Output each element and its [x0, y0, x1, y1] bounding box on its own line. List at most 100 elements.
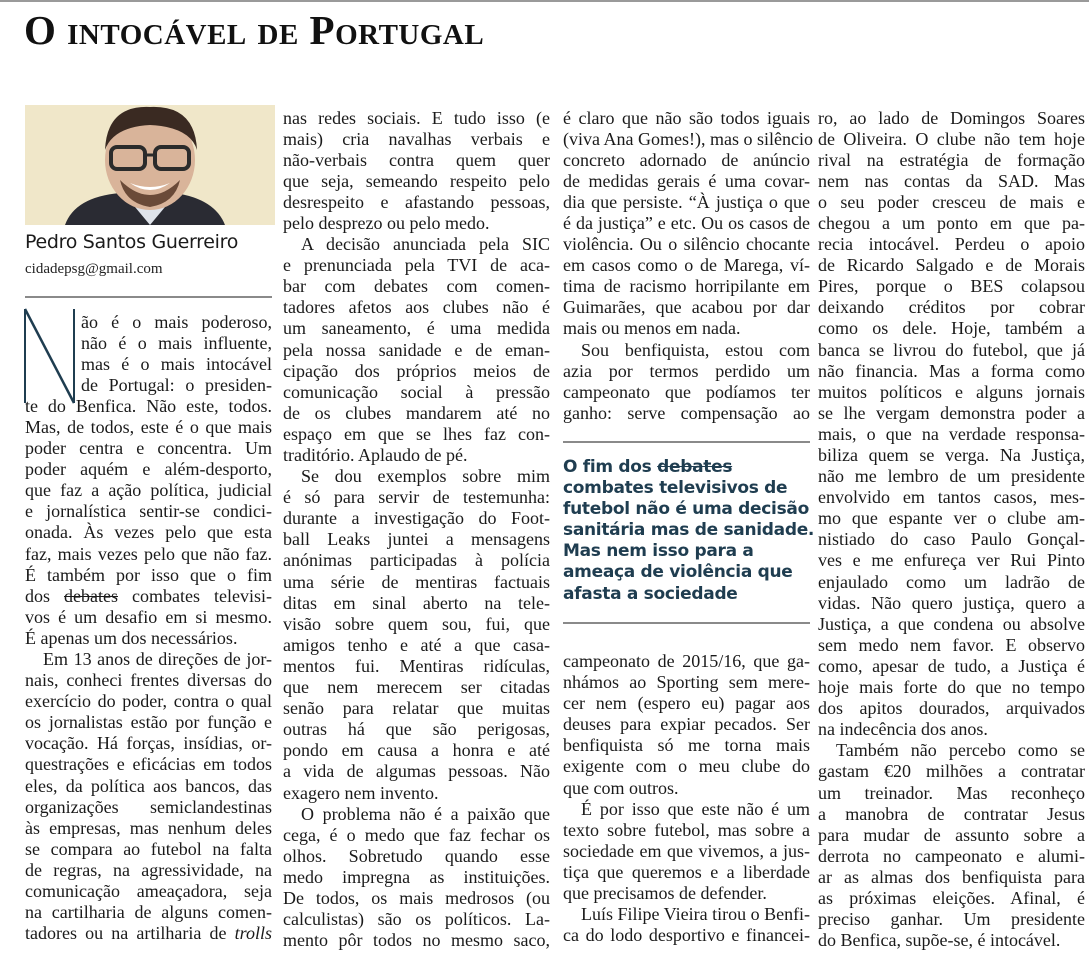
column-2: nas redes sociais. E tudo isso (e mais) c… [283, 108, 550, 952]
paragraph: É por isso que este não é um texto sobre … [563, 799, 810, 904]
text-line: futebol não é uma decisão [563, 499, 809, 520]
text-line: não financia. Mas a forma como [818, 360, 1085, 381]
text-line: para mudar de assunto sobre a [818, 824, 1085, 845]
paragraph: O problema não é a paixão que cega, é o m… [283, 804, 550, 952]
text-line: benfiquista só me torna mais [563, 735, 810, 756]
text-line: nhámos ao Sporting sem mere- [563, 672, 810, 693]
text-line: A decisão anunciada pela SIC [301, 234, 550, 255]
text-line: dos apitos dourados, arquivados [818, 698, 1085, 719]
text-line: eles, da política aos bancos, das [25, 775, 272, 796]
text-line: espaço em que se lhes faz con- [283, 423, 550, 444]
text-line: azia por termos perdido um [563, 360, 810, 381]
text-line: medo impregna as instituições. [283, 866, 550, 887]
text-line: campeonato de 2015/16, que ga- [563, 651, 810, 671]
text-line: (viva Ana Gomes!), mas o silêncio [563, 128, 813, 149]
text-line: envolvido em tantos casos, mes- [818, 487, 1085, 508]
paragraph: ão é o mais poderoso, não é o mais influe… [25, 312, 272, 650]
text-line: muitos políticos e alguns jornais [818, 381, 1085, 402]
pull-quote: O fim dos debates combates televisivos de… [563, 457, 814, 605]
text-line: na indecência dos anos. [818, 719, 988, 740]
text-line: que faz a ação política, judicial [25, 480, 272, 501]
text-line: O problema não é a paixão que [301, 803, 550, 824]
text-line: faz, mais vezes pelo que não faz. [25, 543, 272, 564]
text-line: exagero nem invento. [283, 782, 439, 803]
text-line: É por isso que este não é um [581, 798, 810, 819]
text-line: na cartilharia de alguns comen- [25, 902, 272, 923]
text-line: te do Benfica. Não este, todos. [25, 395, 272, 416]
text-line: Se dou exemplos sobre mim [301, 466, 550, 487]
text-segment: tadores ou na artilharia de [25, 923, 235, 944]
paragraph: Sou benfiquista, estou com azia por termo… [563, 340, 810, 424]
text-line: tiça que queremos e a liberdade [563, 861, 810, 882]
text-line: nem nas contas da SAD. Mas [818, 170, 1085, 191]
text-line: gastam €20 milhões a contratar [818, 761, 1085, 782]
drop-cap: N [22, 305, 78, 405]
text-line: visão sobre quem sou, fui, que [283, 613, 550, 634]
text-line: nas redes sociais. E tudo isso (e [283, 107, 550, 128]
text-line: e jornalística sentir-se condici- [25, 501, 272, 522]
text-line: nistiado do caso Paulo Gonçal- [818, 529, 1085, 550]
paragraph: Também não percebo como se gastam €20 mil… [818, 740, 1085, 951]
text-line: ão é o mais poderoso, [81, 311, 272, 332]
text-line: exercício do poder, contra o qual [25, 691, 272, 712]
text-line: calculistas) são os políticos. La- [283, 909, 550, 930]
text-line: sem medo nem favor. E observo [818, 634, 1085, 655]
paragraph: Luís Filipe Vieira tirou o Benfi-ca do l… [563, 904, 810, 946]
text-line: dia que persiste. “À justiça o que [563, 191, 810, 212]
paragraph: campeonato de 2015/16, que ga-nhámos ao … [563, 651, 810, 799]
text-line: de Oliveira. O clube não tem hoje [818, 128, 1085, 149]
italic-word: trolls [234, 923, 272, 944]
text-line: traditório. Aplaudo de pé. [283, 445, 468, 465]
text-line: as próximas eleições. Afinal, é [818, 887, 1085, 908]
text-line: organizações semiclandestinas [25, 796, 272, 817]
struck-word: debates [657, 457, 733, 477]
text-line: tadores afetos aos clubes não é [283, 297, 550, 318]
text-line: pondo em causa a honra e até [283, 740, 550, 761]
text-line: enjaulado como um ladrão de [818, 571, 1085, 592]
text-line: texto sobre futebol, mas sobre a [563, 819, 810, 840]
text-line: em casos como o de Marega, ví- [563, 255, 810, 276]
text-line: é claro que não são todos iguais [563, 107, 810, 128]
text-line: afasta a sociedade [563, 583, 738, 604]
text-line: tadores ou na artilharia de trolls [25, 923, 272, 944]
text-line: mas é o mais intocável [81, 353, 272, 374]
text-line: deuses para expiar pecados. Ser [563, 714, 810, 735]
text-line: de regras, na agressividade, na [25, 859, 272, 880]
text-line: Em 13 anos de direções de jor- [43, 649, 272, 669]
text-line: derrota no campeonato e alumi- [818, 845, 1085, 866]
divider [25, 296, 272, 298]
text-line: amigos tenho e até a que casa- [283, 634, 550, 655]
text-line: mais) cria navalhas verbais e [283, 128, 550, 149]
text-line: campeonato que podíamos ter [563, 381, 810, 402]
text-line: como os dele. Hoje, também a [818, 318, 1085, 339]
text-line: mentos fui. Mentiras ridículas, [283, 655, 550, 676]
text-line: ca do lodo desportivo e financei- [563, 925, 810, 946]
text-line: vidas. Não quero justiça, quero a [818, 592, 1085, 613]
text-line: comunicação social à pressão [283, 381, 550, 402]
text-line: nais, conheci frentes diversas do [25, 670, 272, 691]
author-email[interactable]: cidadepsg@gmail.com [25, 261, 163, 277]
text-line: preciso ganhar. Um presidente [818, 909, 1085, 930]
top-border [0, 0, 1089, 2]
text-line: de os clubes mandarem até no [283, 402, 550, 423]
text-line: outras há que são perigosas, [283, 719, 550, 740]
text-line: o seu poder cresceu de mais e [818, 191, 1085, 212]
text-line: De todos, os mais medrosos (ou [283, 887, 550, 908]
column-4: ro, ao lado de Domingos Soares de Oliveir… [818, 108, 1085, 952]
text-line: É apenas um dos necessários. [25, 627, 238, 648]
text-line: de Ricardo Salgado e de Morais [818, 255, 1085, 276]
text-line: que nem merecem ser citadas [283, 677, 550, 698]
text-line: a vida de algumas pessoas. Não [283, 761, 550, 782]
text-line: ganho: serve compensação ao [563, 402, 810, 423]
author-photo [25, 105, 275, 225]
text-line: mento pôr todos no mesmo saco, [283, 930, 550, 951]
text-line: O fim dos debates [563, 457, 813, 478]
text-line: vos é um desafio em si mesmo. [25, 606, 272, 627]
text-line: sociedade em que vivemos, a jus- [563, 840, 810, 861]
text-line: cipação dos próprios meios de [283, 360, 550, 381]
text-line: Sou benfiquista, estou com [581, 339, 810, 360]
text-line: bar com debates com comen- [283, 276, 550, 297]
paragraph: ro, ao lado de Domingos Soares de Oliveir… [818, 108, 1085, 741]
author-name: Pedro Santos Guerreiro [25, 231, 239, 253]
text-segment: O fim dos [563, 457, 658, 477]
